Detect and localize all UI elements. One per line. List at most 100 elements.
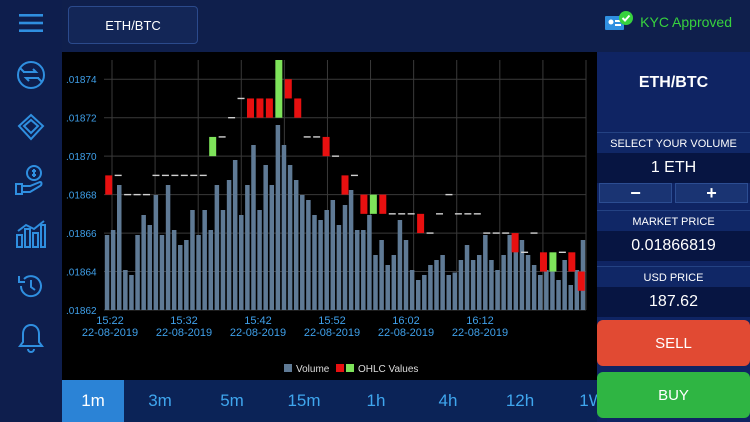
trade-panel: ETH/BTC SELECT YOUR VOLUME 1 ETH − + MAR… [597, 52, 750, 422]
volume-bar [458, 260, 464, 310]
usd-price-value: 187.62 [597, 287, 750, 317]
x-tick-time: 15:42 [244, 315, 272, 327]
ohlc-candle [417, 213, 425, 234]
x-tick-time: 16:12 [466, 315, 494, 327]
wallet-icon[interactable] [11, 107, 51, 147]
volume-bar [135, 235, 140, 310]
volume-bar [226, 180, 232, 310]
volume-bar [324, 210, 329, 310]
volume-bar [306, 200, 311, 310]
ohlc-candle [360, 194, 368, 214]
buy-button[interactable]: BUY [597, 372, 750, 418]
x-tick-date: 22-08-2019 [452, 327, 508, 339]
volume-bar [470, 260, 476, 310]
bell-icon[interactable] [11, 318, 51, 358]
x-tick-date: 22-08-2019 [378, 327, 434, 339]
volume-bar [129, 275, 134, 310]
volume-bar [495, 270, 500, 310]
volume-bar [525, 255, 531, 310]
sell-button[interactable]: SELL [597, 320, 750, 366]
exchange-icon[interactable] [11, 55, 51, 95]
volume-bar [190, 210, 195, 310]
volume-bar [537, 275, 543, 310]
market-price-label: MARKET PRICE [597, 210, 750, 232]
volume-bar [196, 235, 201, 310]
ohlc-candle [577, 271, 585, 291]
x-tick-date: 22-08-2019 [230, 327, 286, 339]
volume-bar [336, 225, 342, 310]
volume-bar [330, 200, 336, 310]
volume-bar [123, 270, 128, 310]
x-tick-time: 16:02 [392, 315, 420, 327]
volume-bar [385, 265, 390, 310]
ohlc-candle [539, 252, 547, 272]
legend-ohlc-label: OHLC Values [358, 364, 418, 375]
x-tick-date: 22-08-2019 [304, 327, 360, 339]
interval-tab-4h[interactable]: 4h [438, 391, 458, 410]
volume-bar [178, 245, 183, 310]
volume-bar [117, 185, 122, 310]
volume-bar [239, 215, 244, 310]
money-hand-icon[interactable] [11, 160, 51, 200]
volume-bar [476, 255, 482, 310]
volume-bar [403, 240, 409, 310]
volume-bar [501, 255, 506, 310]
top-bar: ETH/BTC KYC Approved [62, 0, 750, 52]
volume-bar [513, 235, 519, 310]
x-tick-time: 15:52 [318, 315, 346, 327]
increase-volume-button[interactable]: + [675, 183, 748, 203]
volume-bar [287, 165, 293, 310]
volume-bar [342, 205, 348, 310]
ohlc-candle [256, 98, 264, 118]
kyc-status: KYC Approved [604, 10, 732, 34]
volume-value[interactable]: 1 ETH [597, 153, 750, 183]
interval-tab-1h[interactable]: 1h [366, 391, 386, 410]
pair-tab[interactable]: ETH/BTC [68, 6, 198, 44]
ohlc-candle [294, 98, 302, 118]
y-tick-label: .01866 [66, 229, 97, 240]
ohlc-candle [209, 136, 217, 157]
menu-icon[interactable] [11, 3, 51, 43]
volume-bar [202, 210, 207, 310]
volume-bar [556, 280, 561, 310]
volume-bar [440, 255, 445, 310]
volume-bar [257, 210, 262, 310]
volume-bar [519, 240, 525, 310]
y-tick-label: .01874 [66, 75, 97, 86]
volume-bar [434, 260, 439, 310]
y-tick-label: .01862 [66, 306, 97, 317]
interval-tab-3m[interactable]: 3m [148, 391, 172, 410]
price-chart[interactable]: .01862 .01864 .01866 .01868 .01870 .01872 .018… [62, 52, 597, 380]
y-tick-label: .01870 [66, 152, 97, 163]
volume-bar [153, 195, 159, 310]
volume-bar [452, 272, 458, 310]
volume-bar [507, 235, 512, 310]
volume-bar [312, 215, 317, 310]
volume-bar [281, 145, 287, 310]
volume-bar [220, 210, 226, 310]
interval-tab-1w[interactable]: 1W [579, 391, 597, 410]
volume-bar [184, 240, 189, 310]
volume-bar [574, 270, 580, 310]
volume-bar [373, 255, 378, 310]
volume-bar [422, 275, 427, 310]
interval-tab-12h[interactable]: 12h [505, 391, 535, 410]
volume-bar [293, 180, 299, 310]
ohlc-candle [246, 98, 254, 118]
volume-bar [361, 230, 366, 310]
interval-tab-15m[interactable]: 15m [287, 391, 321, 410]
interval-tab-1m[interactable]: 1m [62, 380, 124, 422]
y-tick-label: .01864 [66, 268, 97, 279]
volume-bar [550, 265, 555, 310]
usd-price-label: USD PRICE [597, 266, 750, 288]
volume-bar [348, 190, 354, 310]
y-tick-label: .01872 [66, 114, 97, 125]
volume-bar [269, 185, 275, 310]
volume-stepper: − + [599, 183, 748, 203]
decrease-volume-button[interactable]: − [599, 183, 672, 203]
history-icon[interactable] [11, 266, 51, 306]
volume-bar [214, 185, 220, 310]
interval-tab-5m[interactable]: 5m [220, 391, 244, 410]
volume-bar [147, 225, 153, 310]
bar-stats-icon[interactable] [11, 214, 51, 254]
